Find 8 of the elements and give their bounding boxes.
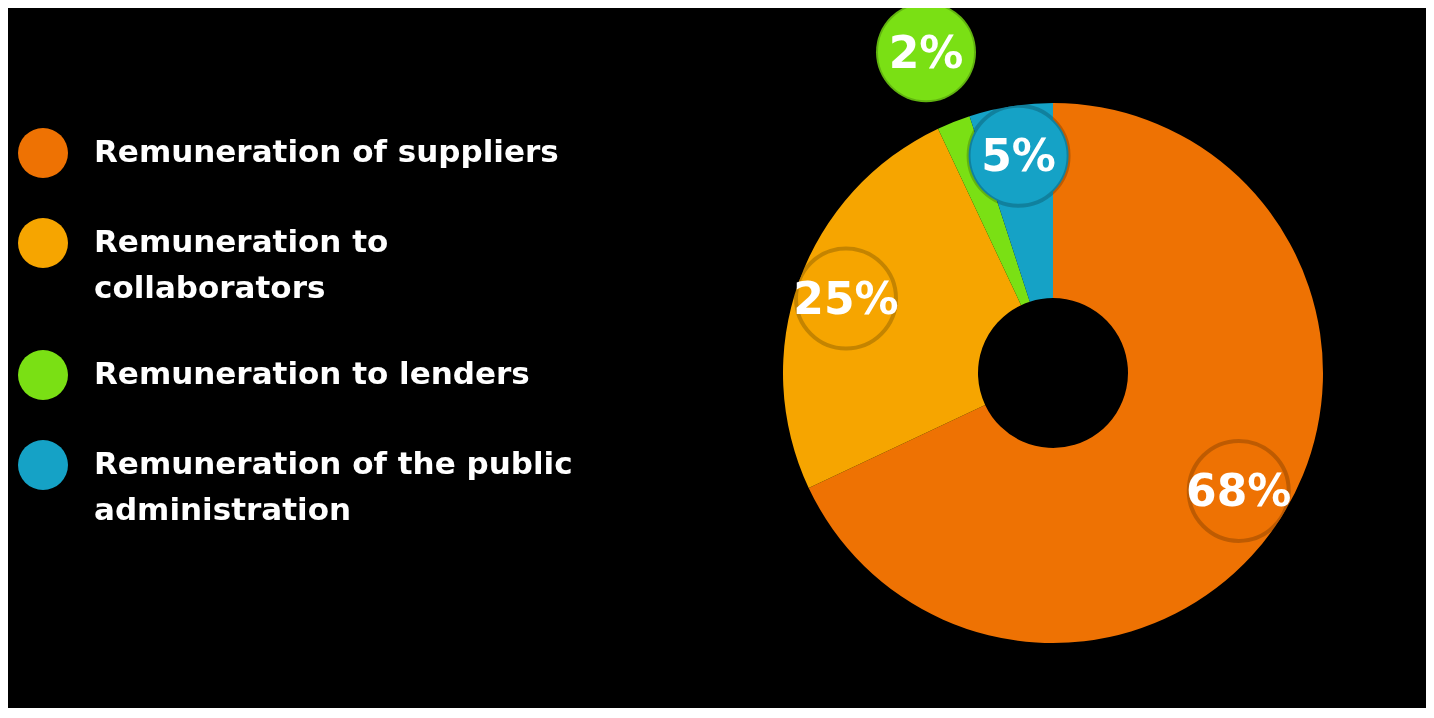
legend-label: Remuneration to lenders [94,354,530,393]
legend-label: Remuneration to collaborators [94,222,390,307]
legend-label: Remuneration of suppliers [94,132,559,171]
data-label: 25% [793,272,899,324]
data-label: 5% [981,130,1056,182]
data-label: 2% [888,26,964,78]
legend-label: Remuneration of the public administration [94,444,574,529]
data-label: 68% [1186,465,1292,517]
